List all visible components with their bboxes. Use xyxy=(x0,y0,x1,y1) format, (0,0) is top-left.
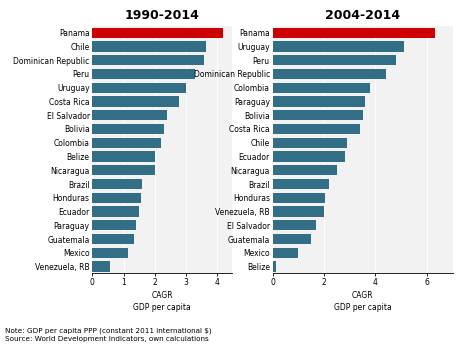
Bar xyxy=(92,83,186,93)
Bar xyxy=(92,220,136,230)
Bar xyxy=(273,234,311,244)
Bar xyxy=(92,28,223,38)
Bar xyxy=(92,138,161,148)
Bar xyxy=(92,41,206,52)
Title: 1990-2014: 1990-2014 xyxy=(125,9,200,22)
X-axis label: CAGR
GDP per capita: CAGR GDP per capita xyxy=(334,291,392,312)
Bar xyxy=(273,179,329,189)
Bar xyxy=(273,220,316,230)
Bar xyxy=(92,55,204,65)
Bar xyxy=(92,179,142,189)
Bar xyxy=(92,193,141,203)
Bar xyxy=(273,69,386,79)
Bar xyxy=(273,206,324,217)
Bar xyxy=(273,41,404,52)
Bar xyxy=(273,124,360,134)
Bar xyxy=(273,193,325,203)
Bar xyxy=(92,206,139,217)
Bar xyxy=(92,261,109,272)
Bar xyxy=(273,55,396,65)
X-axis label: CAGR
GDP per capita: CAGR GDP per capita xyxy=(134,291,191,312)
Bar xyxy=(92,110,167,120)
Bar xyxy=(273,138,347,148)
Bar xyxy=(92,124,164,134)
Bar xyxy=(273,28,435,38)
Bar xyxy=(92,96,180,107)
Bar xyxy=(273,83,370,93)
Bar xyxy=(92,151,155,162)
Title: 2004-2014: 2004-2014 xyxy=(325,9,400,22)
Bar xyxy=(92,248,128,258)
Bar xyxy=(273,96,365,107)
Bar xyxy=(273,110,363,120)
Bar xyxy=(92,165,155,175)
Bar xyxy=(273,151,345,162)
Text: Note: GDP per capita PPP (constant 2011 international $)
Source: World Developme: Note: GDP per capita PPP (constant 2011 … xyxy=(5,328,211,342)
Bar xyxy=(92,69,195,79)
Bar xyxy=(273,261,276,272)
Bar xyxy=(273,248,298,258)
Bar xyxy=(273,165,337,175)
Bar xyxy=(92,234,135,244)
